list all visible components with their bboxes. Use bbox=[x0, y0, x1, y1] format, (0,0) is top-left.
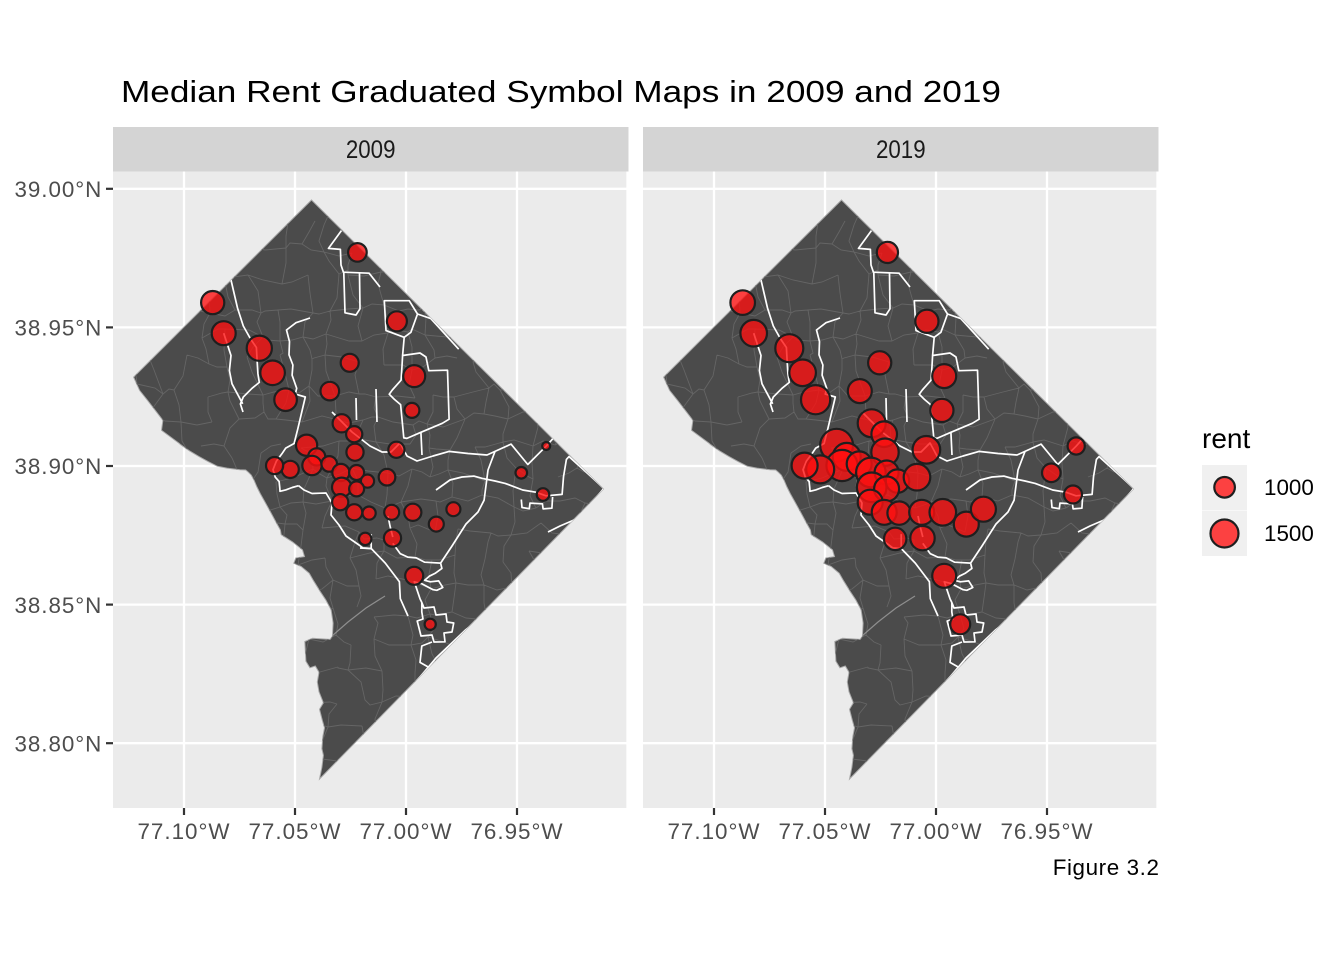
svg-text:2009: 2009 bbox=[346, 136, 396, 164]
svg-text:77.00°W: 77.00°W bbox=[889, 819, 982, 844]
svg-text:76.95°W: 76.95°W bbox=[470, 819, 563, 844]
svg-text:1000: 1000 bbox=[1264, 475, 1314, 500]
svg-text:2019: 2019 bbox=[876, 136, 926, 164]
svg-text:77.00°W: 77.00°W bbox=[359, 819, 452, 844]
svg-text:77.10°W: 77.10°W bbox=[137, 819, 230, 844]
svg-text:76.95°W: 76.95°W bbox=[1000, 819, 1093, 844]
svg-text:38.85°N: 38.85°N bbox=[14, 593, 102, 618]
svg-text:1500: 1500 bbox=[1264, 521, 1314, 546]
svg-text:38.90°N: 38.90°N bbox=[14, 454, 102, 479]
svg-text:77.10°W: 77.10°W bbox=[667, 819, 760, 844]
svg-text:77.05°W: 77.05°W bbox=[778, 819, 871, 844]
svg-text:Median Rent Graduated Symbol M: Median Rent Graduated Symbol Maps in 200… bbox=[121, 74, 1001, 109]
svg-text:38.80°N: 38.80°N bbox=[14, 731, 102, 756]
svg-text:38.95°N: 38.95°N bbox=[14, 316, 102, 341]
svg-text:rent: rent bbox=[1202, 423, 1250, 454]
svg-text:Figure 3.2: Figure 3.2 bbox=[1053, 855, 1160, 880]
svg-text:77.05°W: 77.05°W bbox=[248, 819, 341, 844]
svg-text:39.00°N: 39.00°N bbox=[14, 177, 102, 202]
